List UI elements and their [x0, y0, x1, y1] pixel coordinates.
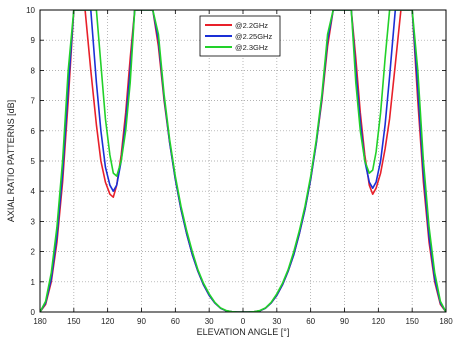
- y-tick-label: 3: [31, 217, 36, 226]
- legend-label-0: @2.2GHz: [235, 21, 268, 30]
- y-tick-label: 7: [31, 97, 36, 106]
- x-tick-label: 120: [101, 317, 115, 326]
- legend-label-1: @2.25GHz: [235, 32, 272, 41]
- x-tick-label: 60: [171, 317, 180, 326]
- y-axis-label: AXIAL RATIO PATTERNS [dB]: [6, 100, 16, 222]
- y-tick-label: 10: [26, 6, 35, 15]
- x-tick-label: 90: [137, 317, 146, 326]
- y-tick-label: 9: [31, 36, 36, 45]
- y-tick-label: 6: [31, 127, 36, 136]
- x-axis-label: ELEVATION ANGLE [°]: [197, 327, 290, 337]
- y-tick-label: 2: [31, 248, 36, 257]
- x-tick-label: 150: [67, 317, 81, 326]
- x-tick-label: 30: [205, 317, 214, 326]
- series-line-0: [40, 10, 446, 312]
- x-tick-label: 90: [340, 317, 349, 326]
- y-tick-label: 4: [31, 187, 36, 196]
- series-line-1: [40, 10, 446, 312]
- x-tick-label: 120: [372, 317, 386, 326]
- y-tick-label: 5: [31, 157, 36, 166]
- x-tick-label: 60: [306, 317, 315, 326]
- y-tick-label: 1: [31, 278, 36, 287]
- x-tick-label: 180: [439, 317, 453, 326]
- legend-label-2: @2.3GHz: [235, 43, 268, 52]
- x-tick-label: 150: [405, 317, 419, 326]
- x-tick-label: 0: [241, 317, 246, 326]
- x-tick-label: 180: [33, 317, 47, 326]
- y-tick-label: 0: [31, 308, 36, 317]
- series-line-2: [40, 10, 446, 312]
- x-tick-label: 30: [272, 317, 281, 326]
- y-tick-label: 8: [31, 66, 36, 75]
